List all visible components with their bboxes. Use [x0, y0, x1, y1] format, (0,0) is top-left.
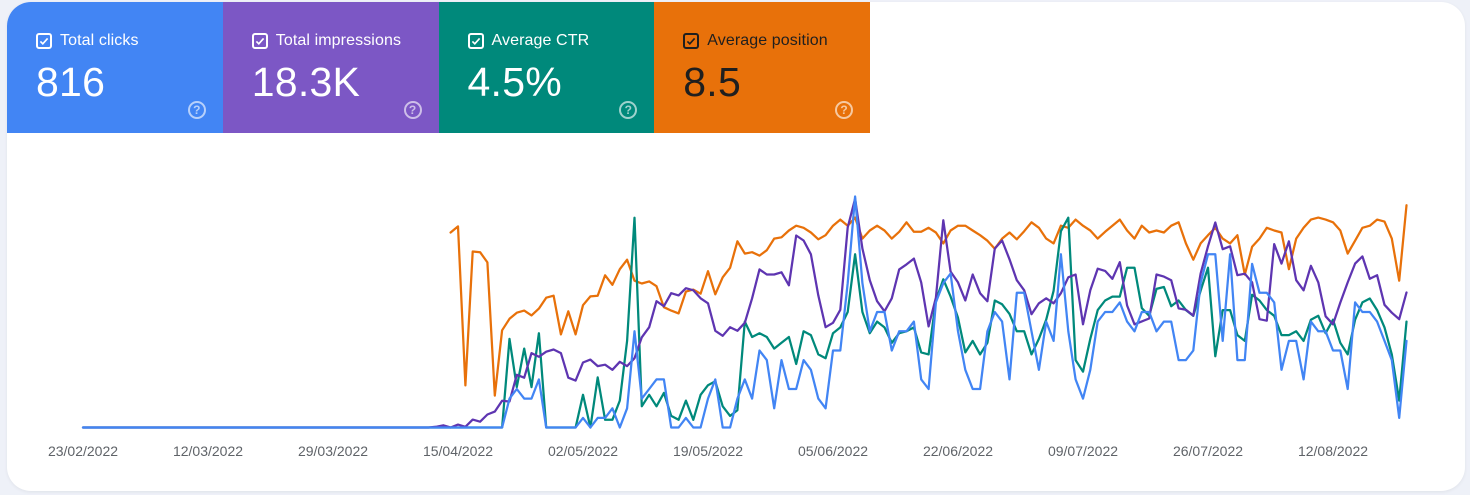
x-axis-tick-label: 02/05/2022 [548, 443, 618, 459]
series-line-total-impressions [81, 197, 1408, 429]
metric-card-total-clicks[interactable]: Total clicks 816 ? [7, 2, 223, 133]
checkmark-icon [39, 37, 49, 46]
x-axis-tick-label: 29/03/2022 [298, 443, 368, 459]
x-axis-tick-label: 26/07/2022 [1173, 443, 1243, 459]
metric-checkbox-total-impressions[interactable] [251, 33, 268, 49]
x-axis-tick-label: 12/03/2022 [173, 443, 243, 459]
checkmark-icon [255, 37, 264, 46]
x-axis-tick-label: 09/07/2022 [1048, 443, 1118, 459]
x-axis-tick-label: 23/02/2022 [48, 443, 118, 459]
metric-card-average-position[interactable]: Average position 8.5 ? [654, 2, 870, 133]
chart-area: 23/02/2022 12/03/2022 29/03/2022 15/04/2022… [7, 133, 1465, 491]
help-icon[interactable]: ? [403, 101, 422, 119]
metric-label: Total impressions [275, 32, 402, 49]
metric-checkbox-average-position[interactable] [683, 33, 700, 49]
metric-cards-row: Total clicks 816 ? Total impressions 18.… [7, 2, 1465, 133]
metric-value: 816 [36, 59, 106, 105]
metric-label: Average position [707, 32, 828, 49]
metric-label: Average CTR [491, 32, 590, 49]
x-axis-tick-label: 12/08/2022 [1298, 443, 1368, 459]
metric-checkbox-average-ctr[interactable] [467, 33, 484, 49]
checkmark-icon [687, 37, 696, 46]
checkmark-icon [471, 37, 480, 46]
help-icon[interactable]: ? [619, 101, 638, 119]
metric-label: Total clicks [60, 32, 139, 49]
performance-card: Total clicks 816 ? Total impressions 18.… [7, 2, 1465, 491]
series-line-average-position [449, 204, 1408, 397]
help-icon[interactable]: ? [835, 101, 853, 119]
x-axis-tick-label: 15/04/2022 [423, 443, 493, 459]
help-icon[interactable]: ? [187, 101, 206, 119]
chart-series-lines [81, 195, 1408, 429]
performance-line-chart[interactable]: 23/02/2022 12/03/2022 29/03/2022 15/04/2022… [7, 133, 1465, 491]
metric-value: 18.3K [251, 59, 361, 105]
x-axis-tick-label: 22/06/2022 [923, 443, 993, 459]
metric-card-average-ctr[interactable]: Average CTR 4.5% ? [438, 2, 655, 133]
x-axis-tick-label: 19/05/2022 [673, 443, 743, 459]
x-axis-tick-label: 05/06/2022 [798, 443, 868, 459]
metric-value: 4.5% [467, 59, 562, 105]
metric-card-total-impressions[interactable]: Total impressions 18.3K ? [222, 2, 439, 133]
metric-checkbox-total-clicks[interactable] [36, 33, 52, 49]
metric-value: 8.5 [683, 59, 741, 105]
series-line-total-clicks [81, 195, 1408, 429]
x-axis-labels: 23/02/2022 12/03/2022 29/03/2022 15/04/2022… [48, 443, 1368, 459]
